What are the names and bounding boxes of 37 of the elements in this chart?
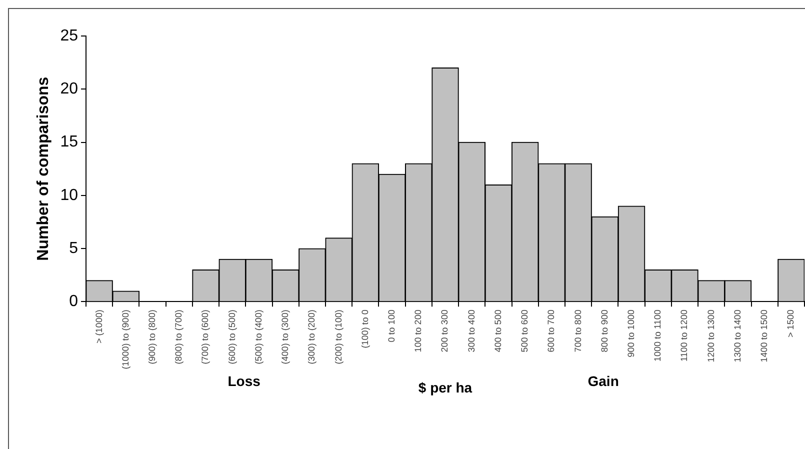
x-tick-label: > (1000) bbox=[94, 310, 104, 344]
text: Gain bbox=[588, 372, 619, 389]
x-tick-label: (600) to (500) bbox=[226, 310, 237, 364]
x-tick-label: 1100 to 1200 bbox=[679, 310, 690, 362]
x-tick-label: 1200 to 1300 bbox=[706, 310, 716, 362]
x-tick-label: (200) to (100) bbox=[333, 310, 344, 364]
y-tick-label: 20 bbox=[60, 80, 78, 98]
x-tick-label: (1000) to (900) bbox=[120, 310, 130, 370]
x-tick-label: (400) to (300) bbox=[280, 310, 290, 364]
x-tick-label: 100 to 200 bbox=[413, 310, 424, 352]
x-tick-label: 700 to 800 bbox=[572, 310, 583, 352]
y-tick-label: 10 bbox=[60, 186, 78, 204]
y-tick-label: 0 bbox=[69, 293, 78, 310]
x-tick-label: 1400 to 1500 bbox=[759, 310, 770, 362]
x-tick-label: (100) to 0 bbox=[360, 310, 370, 348]
x-tick-label: (800) to (700) bbox=[174, 310, 184, 364]
text: Loss bbox=[228, 372, 261, 389]
y-tick-label: 25 bbox=[60, 27, 78, 44]
x-axis-title: $ per ha bbox=[418, 379, 472, 396]
y-axis-title: Number of comparisons bbox=[35, 76, 52, 261]
x-tick-label: (500) to (400) bbox=[253, 310, 264, 364]
x-tick-label: (700) to (600) bbox=[200, 310, 210, 364]
x-tick-label: 500 to 600 bbox=[520, 310, 530, 352]
x-tick-label: 800 to 900 bbox=[599, 310, 610, 352]
x-tick-label: 0 to 100 bbox=[386, 310, 397, 342]
y-tick-label: 5 bbox=[69, 240, 78, 257]
x-tick-label: 900 to 1000 bbox=[626, 310, 636, 358]
x-tick-label: 1000 to 1100 bbox=[652, 310, 663, 362]
x-tick-label: 300 to 400 bbox=[466, 310, 476, 352]
x-tick-label: > 1500 bbox=[786, 310, 796, 338]
x-tick-label: 600 to 700 bbox=[546, 310, 556, 352]
x-tick-label: 400 to 500 bbox=[492, 310, 503, 352]
x-tick-label: (900) to (800) bbox=[147, 310, 158, 364]
x-tick-label: 200 to 300 bbox=[440, 310, 450, 352]
x-tick-label: (300) to (200) bbox=[306, 310, 317, 364]
x-tick-label: 1300 to 1400 bbox=[732, 310, 742, 362]
y-tick-label: 15 bbox=[60, 134, 78, 151]
